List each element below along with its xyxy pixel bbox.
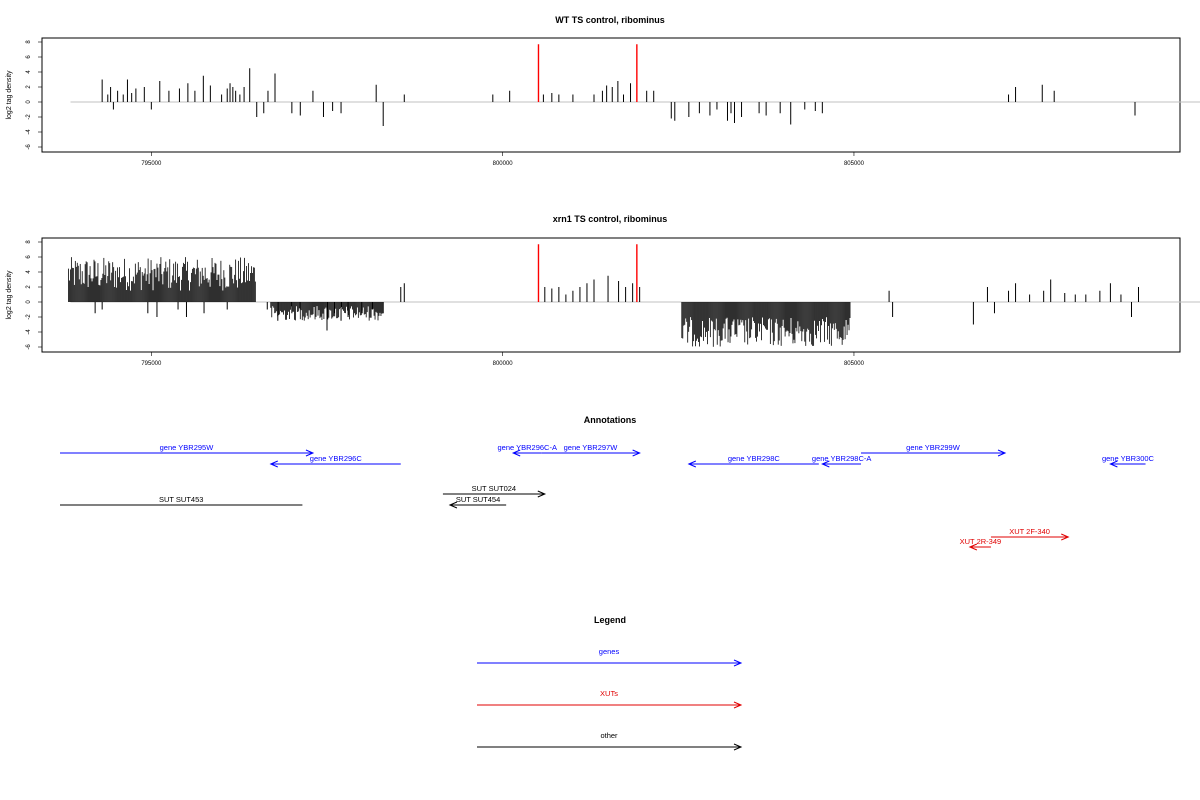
legend-label: other	[600, 731, 618, 740]
feature: SUT SUT454	[448, 495, 507, 509]
x-axis: 795000 800000 805000	[141, 352, 865, 367]
plot-frame	[41, 37, 1181, 153]
x-axis: 795000 800000 805000	[141, 152, 865, 167]
feature: gene YBR295W	[60, 443, 315, 457]
feature-label: gene YBR296C	[310, 454, 363, 463]
panel-wt: WT TS control, ribominus log2 tag densit…	[6, 15, 1200, 167]
y-tick-label: -4	[26, 329, 32, 335]
y-tick-label: -4	[26, 129, 32, 135]
feature: XUT 2R-349	[960, 537, 1002, 551]
feature: gene YBR297W	[541, 443, 641, 457]
x-tick-label: 795000	[141, 361, 162, 367]
arrow-left-icon	[448, 501, 458, 509]
arrow-right-icon	[997, 449, 1007, 457]
y-tick-label: -2	[26, 314, 32, 320]
y-tick-label: 2	[26, 85, 32, 89]
feature-label: gene YBR296C-A	[497, 443, 556, 452]
arrow-left-icon	[1109, 460, 1118, 468]
feature-label: gene YBR298C-A	[812, 454, 871, 463]
arrow-left-icon	[968, 543, 978, 551]
feature: SUT SUT024	[442, 484, 547, 498]
feature-label: gene YBR298C	[728, 454, 781, 463]
arrow-right-icon	[1061, 533, 1070, 541]
y-tick-label: 6	[26, 255, 32, 259]
panel-title: xrn1 TS control, ribominus	[553, 214, 668, 224]
feature-label: gene YBR297W	[564, 443, 619, 452]
legend-item: genes	[477, 647, 743, 667]
legend-title: Legend	[594, 615, 626, 625]
feature: gene YBR298C	[687, 454, 819, 468]
bar-series	[68, 244, 1200, 347]
feature-label: gene YBR295W	[160, 443, 215, 452]
feature-label: SUT SUT454	[456, 495, 500, 504]
arrow-right-icon	[537, 490, 547, 498]
feature-label: gene YBR300C	[1102, 454, 1155, 463]
y-tick-label: 4	[26, 70, 32, 74]
arrow-right-icon	[733, 701, 743, 709]
y-tick-label: 2	[26, 285, 32, 289]
feature: gene YBR296C-A	[497, 443, 557, 457]
feature: gene YBR298C-A	[812, 454, 871, 468]
legend: Legend genes XUTs other	[477, 615, 743, 751]
arrow-left-icon	[511, 449, 521, 457]
bar-series	[70, 44, 1200, 126]
y-axis: -6 -4 -2 0 2 4 6 8	[26, 240, 42, 350]
feature: gene YBR296C	[269, 454, 401, 468]
y-tick-label: -6	[26, 344, 32, 350]
y-tick-label: 4	[26, 270, 32, 274]
panel-xrn1: xrn1 TS control, ribominus log2 tag dens…	[6, 214, 1200, 367]
x-tick-label: 800000	[493, 361, 514, 367]
feature-label: XUT 2R-349	[960, 537, 1002, 546]
annotations-title: Annotations	[584, 415, 637, 425]
feature: gene YBR299W	[860, 443, 1007, 457]
arrow-right-icon	[632, 449, 641, 457]
arrow-left-icon	[821, 460, 830, 468]
y-tick-label: -2	[26, 114, 32, 120]
feature-label: XUT 2F-340	[1009, 527, 1050, 536]
y-tick-label: 6	[26, 55, 32, 59]
feature-track: gene YBR295W gene YBR296C gene YBR296C-A ge…	[60, 443, 1155, 551]
legend-item: other	[477, 731, 743, 751]
x-tick-label: 800000	[493, 161, 514, 167]
x-tick-label: 805000	[844, 161, 865, 167]
arrow-right-icon	[305, 449, 315, 457]
y-tick-label: 0	[26, 100, 32, 104]
feature-label: gene YBR299W	[906, 443, 961, 452]
legend-item: XUTs	[477, 689, 743, 709]
arrow-right-icon	[733, 659, 743, 667]
y-axis: -6 -4 -2 0 2 4 6 8	[26, 40, 42, 150]
legend-label: XUTs	[600, 689, 618, 698]
feature: XUT 2F-340	[990, 527, 1070, 541]
arrow-left-icon	[687, 460, 697, 468]
feature: SUT SUT453	[60, 495, 303, 506]
y-axis-label: log2 tag density	[6, 270, 13, 320]
y-tick-label: 0	[26, 300, 32, 304]
legend-items: genes XUTs other	[477, 647, 743, 751]
panel-title: WT TS control, ribominus	[555, 15, 665, 25]
arrow-right-icon	[733, 743, 743, 751]
y-tick-label: -6	[26, 144, 32, 150]
x-tick-label: 805000	[844, 361, 865, 367]
feature-label: SUT SUT453	[159, 495, 203, 504]
feature: gene YBR300C	[1102, 454, 1155, 468]
y-axis-label: log2 tag density	[6, 70, 13, 120]
y-tick-label: 8	[26, 40, 32, 44]
plot-frame	[41, 237, 1181, 353]
legend-label: genes	[599, 647, 620, 656]
feature-label: SUT SUT024	[472, 484, 516, 493]
x-tick-label: 795000	[141, 161, 162, 167]
y-tick-label: 8	[26, 240, 32, 244]
arrow-left-icon	[269, 460, 278, 468]
